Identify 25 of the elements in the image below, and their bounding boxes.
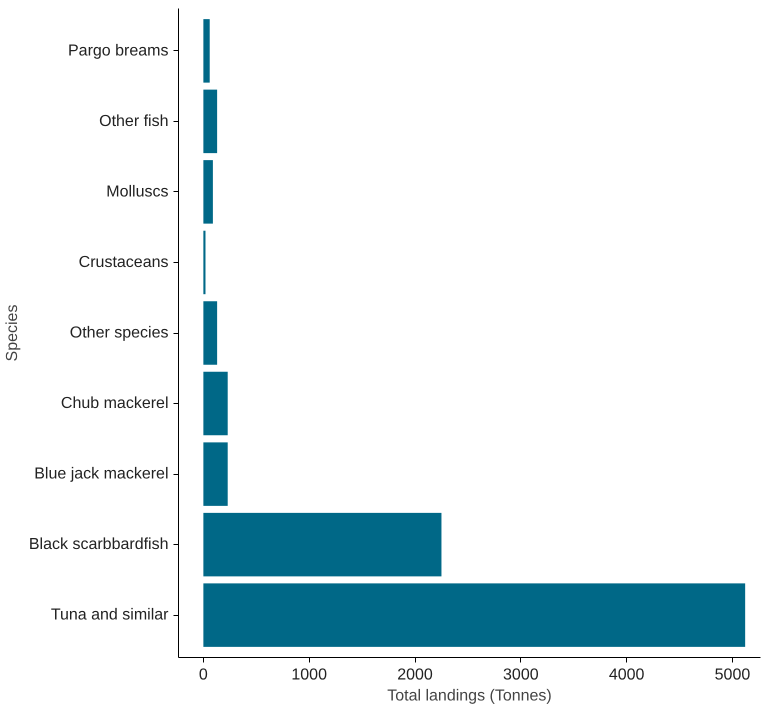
y-tick-label: Chub mackerel	[60, 395, 169, 412]
x-axis-title: Total landings (Tonnes)	[387, 688, 552, 704]
bar	[203, 442, 228, 506]
y-tick-label: Other fish	[99, 112, 168, 130]
y-tick-label: Crustaceans	[78, 254, 169, 271]
bar	[203, 90, 218, 154]
bar	[203, 512, 442, 576]
x-tick-label: 1000	[291, 666, 328, 684]
x-tick-label: 3000	[503, 666, 539, 684]
y-tick-label: Tuna and similar	[50, 606, 170, 624]
y-tick-label: Black scarbbardfish	[28, 536, 169, 554]
x-tick-label: 4000	[608, 666, 645, 684]
bar	[203, 19, 210, 83]
x-tick-label: 2000	[397, 666, 433, 684]
bar	[203, 301, 218, 365]
bar	[203, 583, 746, 647]
y-tick-label: Blue jack mackerel	[34, 466, 169, 483]
x-tick-label: 5000	[714, 666, 750, 684]
y-tick-label: Pargo breams	[68, 42, 169, 60]
y-tick-label: Molluscs	[106, 183, 168, 200]
bar	[203, 372, 228, 436]
x-tick-label: 0	[198, 666, 208, 684]
y-axis-title: Species	[4, 304, 21, 362]
y-tick-label: Other species	[70, 324, 169, 342]
bar	[203, 160, 213, 224]
